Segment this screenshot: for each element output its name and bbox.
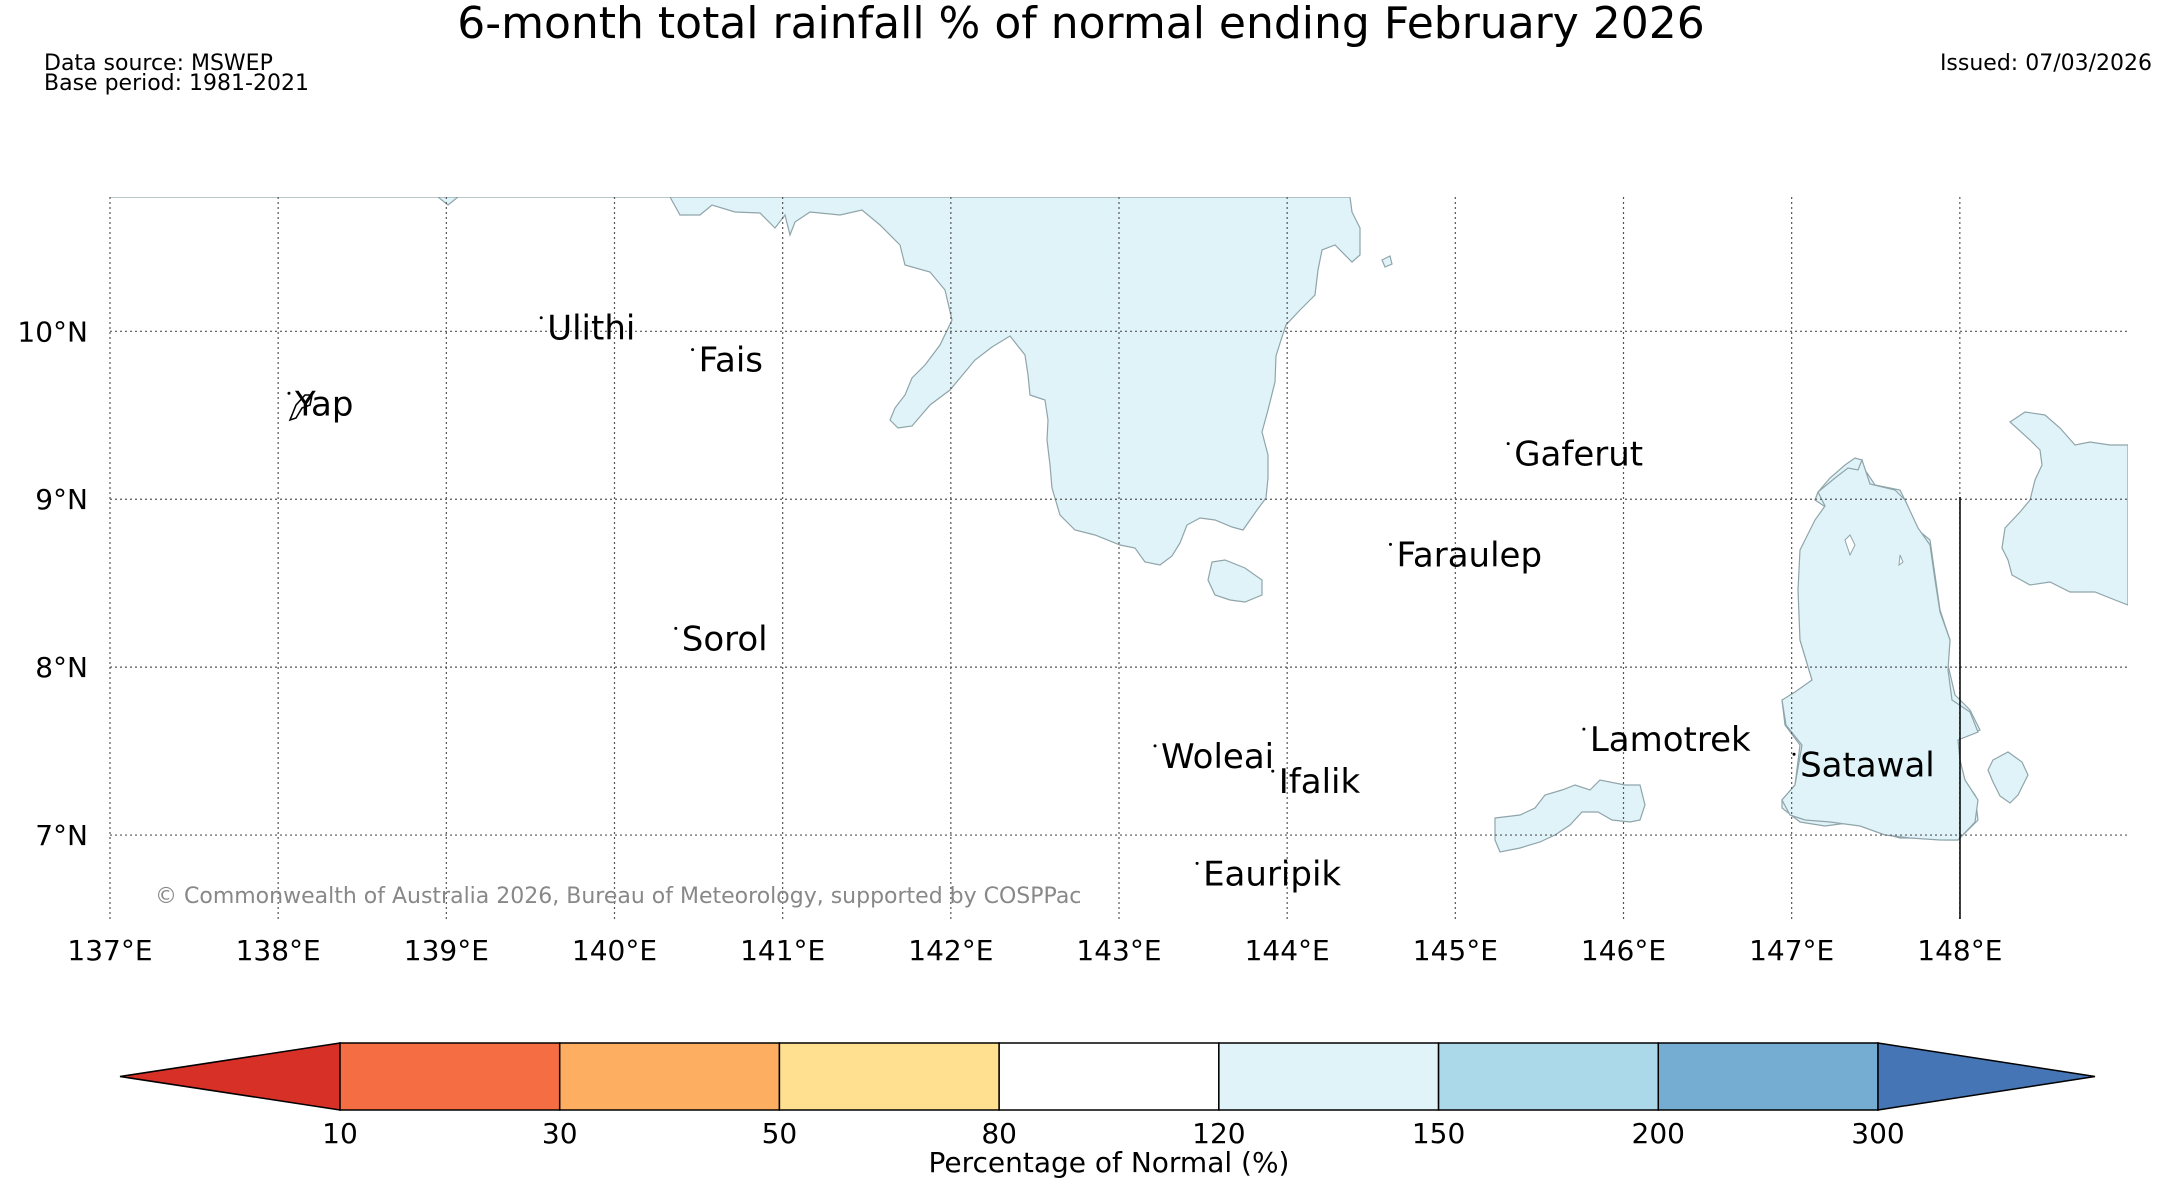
place-marker (1388, 542, 1392, 546)
colorbar-tick-label: 120 (1192, 1117, 1245, 1150)
rainfall-region-south-patch (1494, 779, 1646, 853)
colorbar-tick-label: 200 (1632, 1117, 1685, 1150)
place-marker (691, 348, 695, 352)
colorbar-tick-label: 50 (762, 1117, 798, 1150)
place-label: Faraulep (1396, 535, 1542, 575)
rainfall-region-far-east (2001, 411, 2128, 606)
colorbar-extend-high (1877, 1042, 2096, 1111)
place-marker (1153, 744, 1157, 748)
lat-tick-label: 7°N (35, 819, 88, 852)
colorbar-tick-label: 10 (322, 1117, 358, 1150)
lon-tick-label: 143°E (1076, 934, 1161, 967)
yap-island (288, 394, 313, 422)
copyright-text: © Commonwealth of Australia 2026, Bureau… (155, 884, 1081, 909)
place-marker (1271, 769, 1275, 773)
colorbar-segment (998, 1042, 1220, 1111)
place-label: Sorol (682, 619, 768, 659)
lon-tick-label: 141°E (740, 934, 825, 967)
place-label: Satawal (1800, 745, 1935, 785)
place-marker (539, 316, 543, 320)
lon-tick-label: 142°E (908, 934, 993, 967)
lon-tick-label: 146°E (1581, 934, 1666, 967)
lon-tick-label: 137°E (67, 934, 152, 967)
place-label: Woleai (1161, 737, 1274, 777)
rainfall-region-west (110, 197, 1361, 566)
place-label: Fais (699, 341, 763, 381)
lat-tick-label: 10°N (17, 315, 88, 348)
lon-tick-label: 145°E (1413, 934, 1498, 967)
base-period-label: Base period: 1981-2021 (44, 71, 309, 96)
lon-tick-label: 148°E (1917, 934, 2002, 967)
place-marker (287, 391, 291, 395)
place-label: Lamotrek (1590, 720, 1751, 760)
data-source-label: Data source: MSWEP (44, 51, 273, 76)
place-marker (1506, 442, 1510, 446)
lon-tick-label: 144°E (1245, 934, 1330, 967)
place-label: Gaferut (1514, 435, 1643, 475)
rainfall-regions (110, 197, 1361, 566)
colorbar-tick-label: 30 (542, 1117, 578, 1150)
colorbar-tick-label: 150 (1412, 1117, 1465, 1150)
islet-mark (1844, 534, 1856, 557)
place-label: Eauripik (1203, 854, 1341, 894)
place-marker (1582, 727, 1586, 731)
islet-mark (1898, 554, 1904, 567)
lon-tick-label: 139°E (404, 934, 489, 967)
colorbar-tick-label: 80 (981, 1117, 1017, 1150)
rainfall-region-southeast-patch (1987, 751, 2029, 804)
colorbar-extend-low (119, 1042, 341, 1111)
colorbar-segment (558, 1042, 781, 1111)
place-marker (1792, 752, 1796, 756)
colorbar-title: Percentage of Normal (%) (929, 1146, 1290, 1179)
place-label: Ulithi (547, 309, 635, 349)
colorbar-segment (778, 1042, 1000, 1111)
rainfall-region-islet-east (1381, 255, 1393, 268)
colorbar-tick-label: 300 (1851, 1117, 1904, 1150)
colorbar-segment (1437, 1042, 1660, 1111)
map-title: 6-month total rainfall % of normal endin… (457, 0, 1705, 49)
place-marker (674, 626, 678, 630)
lat-tick-label: 8°N (35, 651, 88, 684)
lat-tick-label: 9°N (35, 483, 88, 516)
place-marker (1195, 861, 1199, 865)
rainfall-region-central-patch (1207, 559, 1263, 603)
colorbar-segment (339, 1042, 561, 1111)
lon-tick-label: 147°E (1749, 934, 1834, 967)
issued-date-label: Issued: 07/03/2026 (1939, 51, 2152, 76)
colorbar-segment (1218, 1042, 1440, 1111)
lon-tick-label: 138°E (236, 934, 321, 967)
place-label: Yap (294, 384, 354, 424)
colorbar-segment (1657, 1042, 1879, 1111)
place-label: Ifalik (1279, 762, 1361, 802)
lon-tick-label: 140°E (572, 934, 657, 967)
